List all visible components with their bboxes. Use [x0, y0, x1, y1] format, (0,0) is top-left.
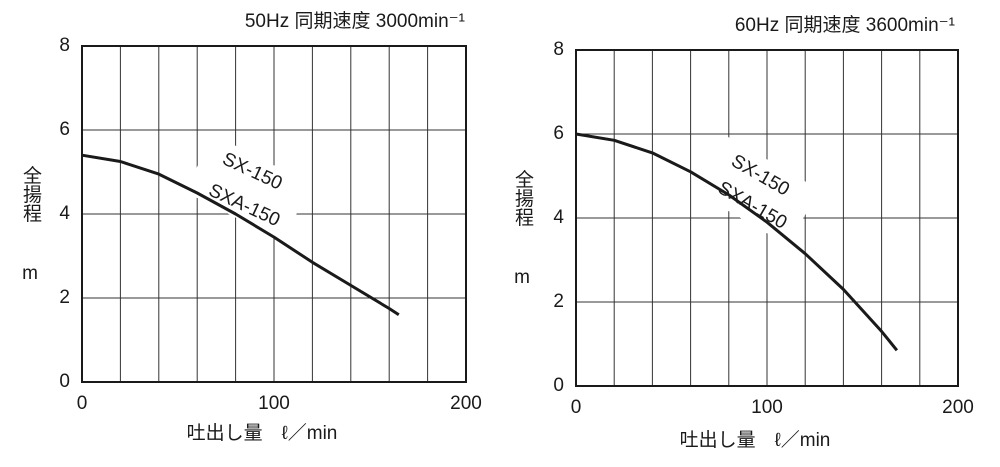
plot-frame: [575, 49, 959, 387]
curve: [575, 132, 899, 352]
y-axis-label: 全揚程: [20, 165, 42, 222]
curve: [81, 153, 400, 317]
y-tick-label: 2: [59, 287, 70, 308]
y-tick-label: 6: [553, 123, 564, 144]
chart: 50Hz 同期速度 3000min⁻¹ 0 100 200 0 2 4 6 8 全揚程 m 吐出し量 …: [20, 10, 482, 444]
y-axis-unit: m: [514, 267, 530, 288]
y-tick-label: 0: [553, 375, 564, 396]
y-axis-unit: m: [22, 263, 38, 284]
y-tick-label: 0: [59, 371, 70, 392]
x-axis-label: 吐出し量 ℓ／min: [187, 422, 338, 444]
chart: 60Hz 同期速度 3600min⁻¹ 0 100 200 0 2 4 6 8 全揚程 m 吐出し量 …: [512, 14, 974, 451]
y-tick-label: 4: [553, 207, 564, 228]
x-tick-label: 0: [571, 397, 582, 418]
x-tick-label: 100: [751, 397, 783, 418]
y-tick-label: 4: [59, 203, 70, 224]
label-background: [184, 134, 312, 242]
y-tick-label: 8: [553, 39, 564, 60]
plot-frame: [81, 45, 467, 383]
label-background: [692, 134, 820, 246]
y-tick-label: 6: [59, 119, 70, 140]
x-tick-label: 200: [942, 397, 974, 418]
y-tick-label: 8: [59, 35, 70, 56]
y-tick-label: 2: [553, 291, 564, 312]
chart-title: 50Hz 同期速度 3000min⁻¹: [245, 10, 465, 32]
x-tick-label: 100: [258, 393, 290, 414]
chart-title: 60Hz 同期速度 3600min⁻¹: [735, 14, 955, 36]
y-axis-label: 全揚程: [512, 169, 534, 226]
x-tick-label: 200: [450, 393, 482, 414]
x-axis-label: 吐出し量 ℓ／min: [680, 429, 831, 451]
x-tick-label: 0: [77, 393, 88, 414]
